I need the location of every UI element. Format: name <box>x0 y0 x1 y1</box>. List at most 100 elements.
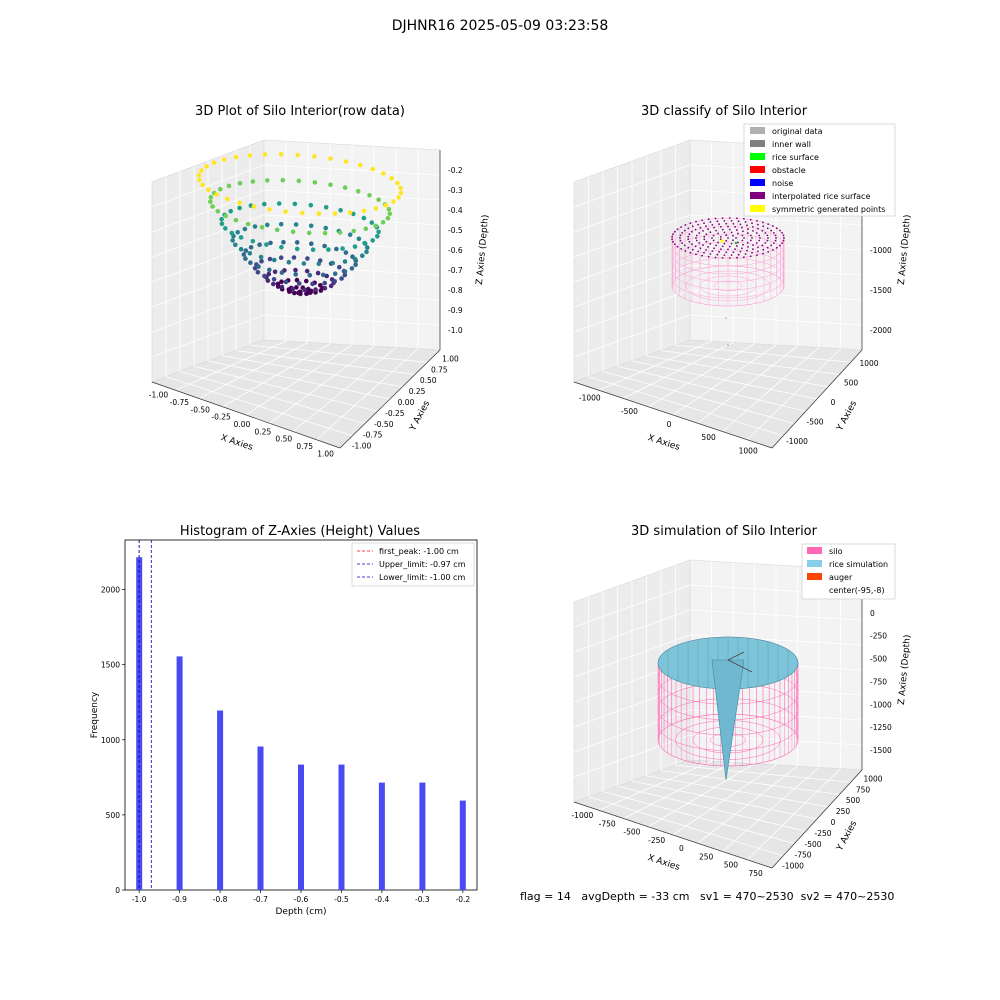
interpolated-surface-point <box>687 227 690 230</box>
interpolated-surface-point <box>752 244 754 247</box>
silo-ring <box>713 280 743 292</box>
data-point <box>376 197 381 202</box>
data-point <box>265 222 270 228</box>
x-tick-label: 0.00 <box>234 420 251 429</box>
legend-swatch <box>750 179 765 186</box>
silo-ring <box>671 265 785 307</box>
interpolated-surface-point <box>715 244 717 247</box>
interpolated-surface-point <box>709 242 712 245</box>
data-point <box>274 227 280 233</box>
y-tick-label: 750 <box>856 785 871 794</box>
y-tick-label: 0.50 <box>420 376 437 385</box>
legend-label: rice simulation <box>829 560 888 569</box>
interpolated-surface-point <box>747 228 749 231</box>
interpolated-surface-point <box>746 241 749 244</box>
interpolated-surface-point <box>687 235 690 238</box>
data-point <box>262 273 267 279</box>
x-tick-label: -1.00 <box>149 391 169 400</box>
histogram-plot: -1.0 -0.9 -0.8 -0.7 -0.6 -0.5 -0.4 -0.3 -0.2 0 500… <box>90 539 478 917</box>
interpolated-surface-point <box>761 244 764 247</box>
silo-ring <box>699 275 757 297</box>
x-tick-label: -500 <box>623 828 640 837</box>
data-point <box>250 239 256 244</box>
data-point <box>265 178 270 183</box>
data-point <box>322 280 328 286</box>
interpolated-surface-point <box>680 248 682 250</box>
interpolated-surface-point <box>721 245 724 248</box>
y-tick-label: 0 <box>115 886 120 895</box>
data-point <box>247 153 253 158</box>
data-point <box>258 254 264 260</box>
interpolated-surface-point <box>703 251 705 254</box>
interpolated-surface-point <box>683 229 686 232</box>
data-point <box>211 160 217 165</box>
data-point <box>206 187 211 192</box>
interpolated-surface-point <box>698 242 701 244</box>
data-point <box>361 208 367 214</box>
interpolated-surface-point <box>767 237 769 239</box>
data-point <box>292 290 297 296</box>
data-point <box>349 266 355 271</box>
data-point <box>373 206 379 211</box>
interpolated-surface-point <box>746 224 748 227</box>
data-point <box>281 239 286 245</box>
data-point <box>237 205 242 211</box>
interpolated-surface-point <box>688 233 691 236</box>
legend-swatch <box>750 192 765 199</box>
grid-line <box>660 350 840 375</box>
silo-ring <box>671 241 785 283</box>
grid-line <box>675 344 851 363</box>
data-point <box>316 211 322 216</box>
interpolated-surface-point <box>713 247 715 250</box>
data-point <box>373 223 379 229</box>
grid-line <box>151 214 265 258</box>
interpolated-surface-point <box>714 217 717 220</box>
x-tick-label: -0.75 <box>170 398 190 407</box>
data-point <box>332 271 338 277</box>
interpolated-surface-point <box>727 248 729 251</box>
data-point <box>318 288 324 293</box>
data-point <box>272 269 278 275</box>
data-point <box>310 281 315 287</box>
y-axis-label: Y Axies <box>835 399 860 434</box>
data-point <box>339 276 344 281</box>
data-point <box>326 247 331 252</box>
histogram-bar <box>338 764 345 890</box>
data-point <box>352 244 358 249</box>
interpolated-surface-point <box>747 246 749 248</box>
data-point <box>342 272 348 278</box>
data-point <box>302 287 307 293</box>
grid-line <box>222 343 331 408</box>
interpolated-surface-point <box>720 226 722 228</box>
z-axis-label: Z Axies (Depth) <box>475 214 491 285</box>
interpolated-surface-point <box>707 255 710 258</box>
data-point <box>291 255 297 260</box>
data-point <box>315 270 321 276</box>
data-point <box>376 229 381 235</box>
data-point <box>279 244 284 250</box>
data-point <box>267 256 273 262</box>
data-point <box>278 152 284 157</box>
data-point <box>242 226 248 232</box>
interpolated-surface-point <box>721 228 724 231</box>
interpolated-surface-point <box>671 238 673 241</box>
interpolated-surface-point <box>713 226 715 229</box>
data-point <box>324 273 330 279</box>
y-axis-label: Y Axies <box>835 819 860 854</box>
grid-line <box>263 189 441 201</box>
x-tick-label: 0 <box>679 844 684 853</box>
data-point <box>237 181 243 186</box>
data-point <box>259 259 264 264</box>
x-tick-label: 500 <box>701 433 716 442</box>
x-tick-label: -0.7 <box>253 895 268 904</box>
interpolated-surface-point <box>749 255 752 258</box>
grid-line <box>598 760 712 811</box>
interpolated-surface-point <box>720 248 722 251</box>
data-point <box>271 277 277 282</box>
interpolated-surface-point <box>750 234 752 237</box>
interpolated-surface-point <box>756 220 758 222</box>
interpolated-surface-point <box>774 239 777 242</box>
interpolated-surface-point <box>779 244 781 247</box>
data-point <box>219 221 225 227</box>
y-tick-label: 1500 <box>101 661 120 670</box>
